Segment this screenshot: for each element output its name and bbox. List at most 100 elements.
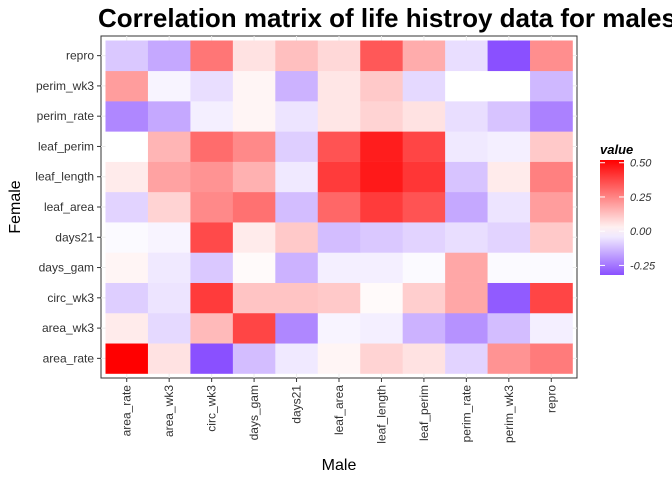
x-tick-label: repro [544, 385, 558, 413]
heatmap-cell [402, 191, 446, 223]
heatmap-cell [275, 101, 319, 132]
heatmap-cell [445, 343, 488, 374]
heatmap-cell [530, 312, 573, 344]
heatmap-cell [232, 312, 276, 344]
heatmap-cell [487, 101, 531, 132]
heatmap-cell [105, 70, 149, 102]
heatmap-cell [147, 312, 191, 344]
y-axis-ticks: area_rate area_wk3 circ_wk3 days_gam days21 l… [35, 49, 101, 365]
color-legend: value 0.50 0.25 0.00 -0.25 [600, 142, 656, 275]
heatmap-cell [360, 101, 403, 132]
chart-title: Correlation matrix of life histroy data … [98, 3, 672, 33]
heatmap-cell [232, 282, 276, 314]
heatmap-cell [190, 343, 234, 374]
x-tick-label: leaf_area [332, 385, 346, 435]
heatmap-cell [360, 343, 403, 374]
heatmap-cell [360, 131, 403, 162]
y-tick-label: repro [66, 49, 94, 63]
y-tick-label: area_rate [43, 351, 95, 365]
heatmap-cell [190, 282, 234, 314]
heatmap-cell [275, 161, 319, 193]
heatmap-cell [105, 40, 149, 72]
heatmap-cell [487, 312, 531, 344]
legend-label: 0.25 [630, 192, 652, 204]
heatmap-cell [190, 40, 234, 72]
heatmap-cell [402, 131, 446, 162]
heatmap-cell [105, 343, 149, 374]
heatmap-cell [317, 343, 361, 374]
heatmap-cell [530, 70, 573, 102]
x-axis-title: Male [322, 457, 357, 474]
heatmap-cell [232, 252, 276, 283]
y-tick-label: days21 [55, 230, 94, 244]
y-tick-label: perim_wk3 [36, 79, 94, 93]
x-tick-label: perim_rate [459, 385, 473, 443]
heatmap-cell [105, 131, 149, 162]
heatmap-cell [530, 131, 573, 162]
heatmap-cell [317, 131, 361, 162]
y-tick-label: leaf_area [44, 200, 94, 214]
heatmap-cell [402, 282, 446, 314]
x-tick-label: area_wk3 [162, 385, 176, 437]
heatmap-cell [147, 40, 191, 72]
heatmap-cell [232, 131, 276, 162]
heatmap-cell [147, 131, 191, 162]
heatmap-cell [147, 101, 191, 132]
y-tick-label: area_wk3 [42, 321, 94, 335]
heatmap-cell [487, 282, 531, 314]
y-tick-label: circ_wk3 [47, 291, 94, 305]
heatmap-cell [232, 70, 276, 102]
heatmap-cell [317, 191, 361, 223]
heatmap-cell [487, 343, 531, 374]
heatmap-cell [147, 282, 191, 314]
x-tick-label: days_gam [247, 385, 261, 440]
heatmap-cell [275, 343, 319, 374]
heatmap-cell [275, 312, 319, 344]
heatmap-cell [147, 70, 191, 102]
y-tick-label: leaf_length [35, 170, 94, 184]
heatmap-cell [105, 101, 149, 132]
heatmap-cell [232, 161, 276, 193]
heatmap-cell [232, 191, 276, 223]
heatmap-cell [190, 222, 234, 253]
heatmap-cell [190, 191, 234, 223]
heatmap-cell [317, 312, 361, 344]
heatmap-cell [147, 343, 191, 374]
heatmap-cell [360, 312, 403, 344]
x-tick-label: leaf_perim [417, 385, 431, 441]
heatmap-cell [402, 252, 446, 283]
x-tick-label: days21 [290, 385, 304, 424]
heatmap-cell [530, 282, 573, 314]
heatmap-cell [360, 161, 403, 193]
heatmap-cell [360, 282, 403, 314]
heatmap-cell [487, 40, 531, 72]
x-tick-label: area_rate [120, 385, 134, 437]
heatmap-cell [275, 40, 319, 72]
heatmap-cell [275, 222, 319, 253]
heatmap-cell [317, 101, 361, 132]
heatmap-cell [445, 252, 488, 283]
heatmap-cell [487, 161, 531, 193]
heatmap-cell [232, 101, 276, 132]
y-axis-title: Female [7, 180, 24, 233]
legend-title: value [600, 142, 633, 157]
heatmap-cell [530, 222, 573, 253]
heatmap-cell [445, 40, 488, 72]
heatmap-cell [402, 161, 446, 193]
heatmap-cell [275, 252, 319, 283]
y-tick-label: days_gam [39, 261, 94, 275]
heatmap-cell [105, 161, 149, 193]
heatmap-cell [402, 101, 446, 132]
x-tick-label: leaf_length [374, 385, 388, 444]
heatmap-cell [402, 312, 446, 344]
heatmap-cell [487, 191, 531, 223]
heatmap-cell [147, 252, 191, 283]
heatmap-cell [232, 40, 276, 72]
heatmap-cell [360, 40, 403, 72]
legend-label: 0.50 [630, 158, 652, 170]
heatmap-cell [190, 101, 234, 132]
heatmap-cell [445, 70, 488, 102]
legend-colorbar [600, 160, 624, 275]
heatmap-cell [232, 343, 276, 374]
heatmap-cell [190, 312, 234, 344]
